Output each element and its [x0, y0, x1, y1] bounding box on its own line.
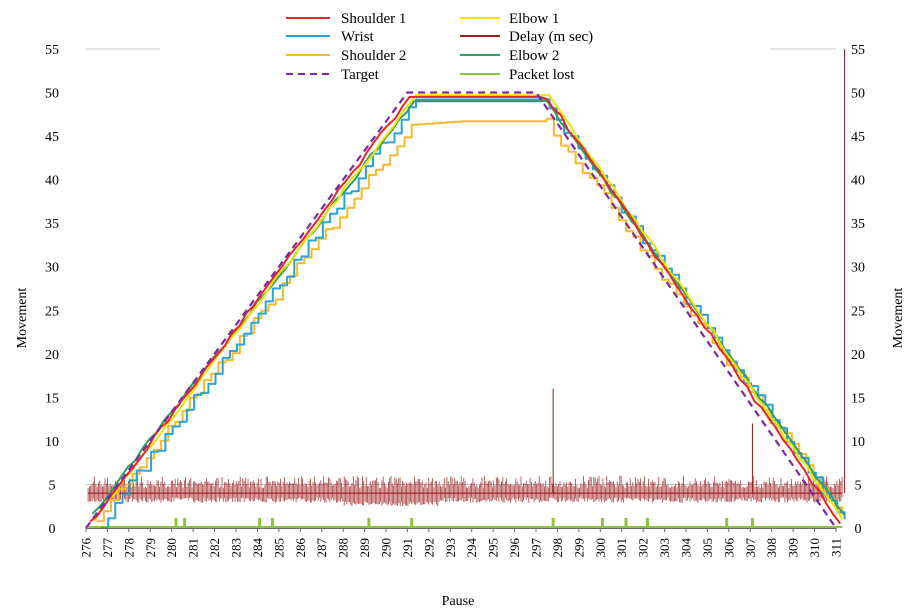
y-tick-label-left: 55 — [45, 43, 59, 58]
y-tick-label-right: 35 — [851, 217, 865, 232]
x-tick-label: 283 — [229, 538, 244, 558]
delay-noise — [87, 475, 843, 507]
legend-label: Elbow 2 — [509, 48, 559, 64]
series-line-elbow-1 — [93, 94, 844, 522]
x-tick-label: 304 — [679, 538, 694, 558]
legend-label: Elbow 1 — [509, 11, 559, 27]
y-tick-label-right: 40 — [851, 174, 865, 189]
y-tick-label-left: 5 — [49, 478, 56, 493]
legend-label: Delay (m sec) — [509, 29, 593, 45]
x-tick-label: 281 — [186, 538, 201, 558]
x-tick-label: 292 — [421, 538, 436, 558]
x-tick-label: 295 — [486, 538, 501, 558]
delay-series — [87, 49, 846, 507]
legend-label: Shoulder 1 — [341, 11, 406, 27]
packet-lost-marker — [174, 518, 178, 527]
x-tick-label: 287 — [314, 538, 329, 558]
y-tick-label-right: 20 — [851, 348, 865, 363]
y-tick-label-left: 0 — [49, 522, 56, 537]
y-tick-label-right: 10 — [851, 435, 865, 450]
y-axis-label-left: Movement — [15, 288, 30, 349]
y-tick-label-right: 15 — [851, 391, 865, 406]
series-line-shoulder-1 — [89, 95, 842, 525]
y-tick-label-right: 55 — [851, 43, 865, 58]
y-tick-label-right: 25 — [851, 304, 865, 319]
series-line-wrist — [101, 98, 846, 529]
grid-lines — [86, 48, 843, 485]
x-tick-label: 301 — [614, 538, 629, 558]
x-tick-label: 303 — [657, 538, 672, 558]
x-tick-label: 291 — [400, 538, 415, 558]
packet-lost-marker — [183, 518, 187, 527]
packet-lost-marker — [270, 518, 274, 527]
x-tick-label: 299 — [571, 538, 586, 558]
packet-lost-marker — [258, 518, 262, 527]
x-tick-label: 305 — [700, 538, 715, 558]
x-tick-label: 296 — [507, 538, 522, 558]
series-line-elbow-2 — [91, 99, 846, 516]
x-tick-label: 289 — [357, 538, 372, 558]
legend: Shoulder 1 Elbow 1 Wrist Delay (m sec) Shoul… — [286, 11, 593, 83]
x-tick-label: 277 — [100, 538, 115, 558]
series-line-shoulder-2 — [96, 117, 844, 523]
legend-label: Packet lost — [509, 67, 575, 83]
y-tick-label-right: 45 — [851, 130, 865, 145]
x-tick-label: 279 — [143, 538, 158, 558]
packet-lost-marker — [645, 518, 649, 527]
x-tick-label: 311 — [829, 538, 844, 557]
x-tick-label: 298 — [550, 538, 565, 558]
x-tick-label: 293 — [443, 538, 458, 558]
y-tick-label-right: 5 — [855, 478, 862, 493]
packet-lost-marker — [551, 518, 555, 527]
x-tick-label: 302 — [636, 538, 651, 558]
y-tick-label-left: 40 — [45, 174, 59, 189]
x-tick-label: 280 — [164, 538, 179, 558]
y-tick-label-right: 50 — [851, 87, 865, 102]
x-tick-label: 297 — [529, 538, 544, 558]
y-tick-label-left: 15 — [45, 391, 59, 406]
y-tick-label-left: 20 — [45, 348, 59, 363]
x-axis-label: Pause — [442, 594, 475, 609]
packet-lost-marker — [725, 518, 729, 527]
packet-lost-series — [88, 518, 843, 528]
x-tick-label: 284 — [250, 538, 265, 558]
x-tick-label: 285 — [271, 538, 286, 558]
x-tick-label: 300 — [593, 538, 608, 558]
packet-lost-marker — [624, 518, 628, 527]
legend-label: Target — [341, 67, 380, 83]
x-tick-label: 307 — [743, 538, 758, 558]
packet-lost-marker — [600, 518, 604, 527]
x-tick-label: 282 — [207, 538, 222, 558]
y-tick-label-left: 50 — [45, 87, 59, 102]
legend-label: Shoulder 2 — [341, 48, 406, 64]
x-tick-label: 278 — [121, 538, 136, 558]
x-tick-label: 309 — [786, 538, 801, 558]
y-tick-label-left: 25 — [45, 304, 59, 319]
movement-series — [85, 91, 846, 529]
y-tick-label-left: 10 — [45, 435, 59, 450]
packet-lost-marker — [367, 518, 371, 527]
packet-lost-marker — [750, 518, 754, 527]
y-tick-label-right: 30 — [851, 261, 865, 276]
x-tick-label: 288 — [336, 538, 351, 558]
series-line-target — [85, 91, 837, 529]
y-tick-label-left: 30 — [45, 261, 59, 276]
y-tick-label-left: 45 — [45, 130, 59, 145]
y-tick-label-right: 0 — [855, 522, 862, 537]
x-tick-label: 290 — [379, 538, 394, 558]
x-tick-label: 286 — [293, 538, 308, 558]
legend-label: Wrist — [341, 29, 375, 45]
x-tick-label: 294 — [464, 538, 479, 558]
y-axis-label-right: Movement — [891, 288, 906, 349]
x-tick-label: 306 — [721, 538, 736, 558]
packet-lost-marker — [410, 518, 414, 527]
y-tick-label-left: 35 — [45, 217, 59, 232]
x-tick-label: 276 — [79, 538, 94, 558]
x-tick-label: 308 — [764, 538, 779, 558]
x-tick-label: 310 — [807, 538, 822, 558]
